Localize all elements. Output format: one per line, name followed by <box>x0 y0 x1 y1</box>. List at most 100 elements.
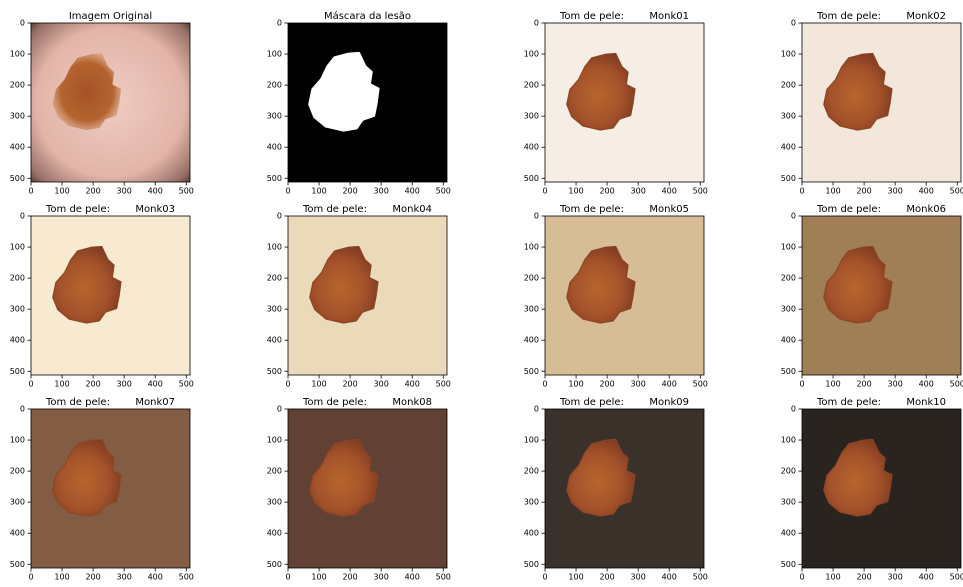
x-tick-label: 0 <box>799 573 804 582</box>
subplot-title: Imagem Original <box>69 11 152 22</box>
y-tick-label: 400 <box>524 336 539 345</box>
y-tick-label: 300 <box>10 112 25 121</box>
y-tick-label: 300 <box>781 112 796 121</box>
y-tick-label: 500 <box>524 367 539 376</box>
x-tick-label: 200 <box>856 380 871 389</box>
x-tick-label: 400 <box>148 380 163 389</box>
y-tick-label: 0 <box>20 212 25 221</box>
y-tick-label: 300 <box>267 498 282 507</box>
x-tick-label: 400 <box>662 573 677 582</box>
y-tick-label: 400 <box>781 336 796 345</box>
x-tick-label: 400 <box>148 187 163 196</box>
x-tick-label: 0 <box>285 380 290 389</box>
y-tick-label: 0 <box>20 405 25 414</box>
subplot-title: Tom de pele: Monk04 <box>302 204 432 215</box>
x-tick-label: 300 <box>117 573 132 582</box>
x-tick-label: 500 <box>179 380 194 389</box>
x-tick-label: 500 <box>179 187 194 196</box>
y-tick-label: 100 <box>267 243 282 252</box>
y-tick-label: 500 <box>267 367 282 376</box>
y-tick-label: 500 <box>267 174 282 183</box>
subplot-title: Tom de pele: Monk08 <box>302 397 432 408</box>
y-tick-label: 300 <box>524 498 539 507</box>
x-tick-label: 500 <box>693 573 708 582</box>
x-tick-label: 400 <box>919 187 934 196</box>
y-tick-label: 400 <box>524 529 539 538</box>
y-tick-label: 200 <box>781 274 796 283</box>
x-tick-label: 400 <box>405 573 420 582</box>
y-tick-label: 400 <box>267 529 282 538</box>
x-tick-label: 100 <box>54 187 69 196</box>
x-tick-label: 200 <box>856 573 871 582</box>
x-tick-label: 200 <box>599 380 614 389</box>
subplot-title: Tom de pele: Monk10 <box>816 397 946 408</box>
x-tick-label: 100 <box>825 573 840 582</box>
x-tick-label: 0 <box>28 573 33 582</box>
subplot-title: Tom de pele: Monk01 <box>559 11 689 22</box>
subplot-title: Tom de pele: Monk05 <box>559 204 689 215</box>
x-tick-label: 100 <box>54 380 69 389</box>
subplot-title: Máscara da lesão <box>324 10 411 22</box>
y-tick-label: 100 <box>10 243 25 252</box>
y-tick-label: 400 <box>10 336 25 345</box>
y-tick-label: 400 <box>267 143 282 152</box>
y-tick-label: 500 <box>524 560 539 569</box>
y-tick-label: 300 <box>524 112 539 121</box>
x-tick-label: 100 <box>568 380 583 389</box>
y-tick-label: 300 <box>267 112 282 121</box>
y-tick-label: 200 <box>524 274 539 283</box>
y-tick-label: 100 <box>524 436 539 445</box>
x-tick-label: 500 <box>693 380 708 389</box>
x-tick-label: 200 <box>599 187 614 196</box>
x-tick-label: 400 <box>919 573 934 582</box>
y-tick-label: 0 <box>791 19 796 28</box>
x-tick-label: 100 <box>311 573 326 582</box>
y-tick-label: 100 <box>781 436 796 445</box>
x-tick-label: 0 <box>285 573 290 582</box>
x-tick-label: 500 <box>950 573 963 582</box>
x-tick-label: 300 <box>374 187 389 196</box>
x-tick-label: 100 <box>825 187 840 196</box>
x-tick-label: 100 <box>54 573 69 582</box>
y-tick-label: 300 <box>267 305 282 314</box>
x-tick-label: 200 <box>342 187 357 196</box>
x-tick-label: 300 <box>631 187 646 196</box>
y-tick-label: 400 <box>781 529 796 538</box>
subplot-title: Tom de pele: Monk02 <box>816 11 946 22</box>
y-tick-label: 300 <box>10 305 25 314</box>
y-tick-label: 100 <box>524 243 539 252</box>
y-tick-label: 0 <box>534 19 539 28</box>
y-tick-label: 100 <box>267 50 282 59</box>
subplot-title: Tom de pele: Monk07 <box>45 397 175 408</box>
x-tick-label: 300 <box>117 380 132 389</box>
x-tick-label: 400 <box>662 187 677 196</box>
figure: Imagem Original0100200300400500010020030… <box>0 0 963 583</box>
x-tick-label: 100 <box>311 380 326 389</box>
y-tick-label: 100 <box>781 50 796 59</box>
x-tick-label: 0 <box>28 187 33 196</box>
x-tick-label: 500 <box>436 380 451 389</box>
y-tick-label: 200 <box>267 81 282 90</box>
y-tick-label: 300 <box>781 498 796 507</box>
y-tick-label: 200 <box>10 274 25 283</box>
y-tick-label: 200 <box>267 467 282 476</box>
x-tick-label: 300 <box>888 187 903 196</box>
y-tick-label: 300 <box>524 305 539 314</box>
x-tick-label: 0 <box>799 187 804 196</box>
x-tick-label: 300 <box>631 573 646 582</box>
y-tick-label: 100 <box>10 50 25 59</box>
x-tick-label: 300 <box>374 380 389 389</box>
x-tick-label: 200 <box>85 380 100 389</box>
y-tick-label: 200 <box>781 467 796 476</box>
subplot-title: Tom de pele: Monk03 <box>45 204 175 215</box>
y-tick-label: 400 <box>781 143 796 152</box>
y-tick-label: 400 <box>267 336 282 345</box>
x-tick-label: 200 <box>85 187 100 196</box>
y-tick-label: 100 <box>10 436 25 445</box>
y-tick-label: 500 <box>524 174 539 183</box>
x-tick-label: 200 <box>85 573 100 582</box>
y-tick-label: 100 <box>781 243 796 252</box>
y-tick-label: 200 <box>524 81 539 90</box>
x-tick-label: 500 <box>693 187 708 196</box>
x-tick-label: 300 <box>631 380 646 389</box>
